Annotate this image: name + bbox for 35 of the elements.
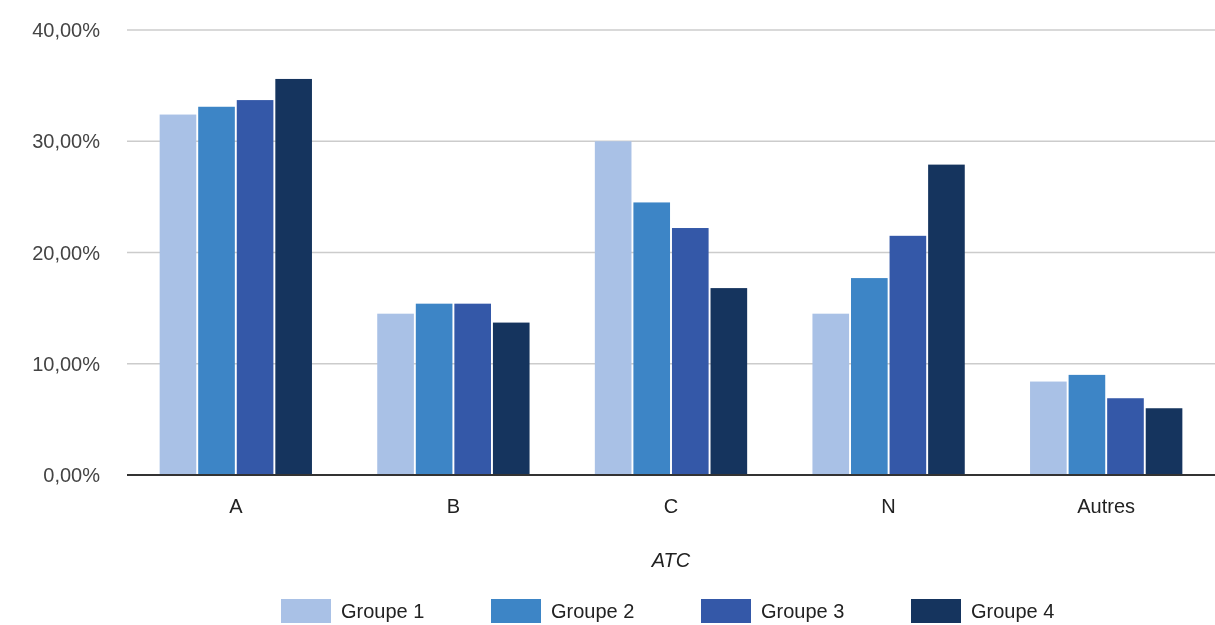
bar (928, 164, 965, 475)
y-tick-label: 40,00% (32, 19, 101, 41)
bar (671, 228, 709, 475)
bar (633, 202, 671, 475)
bar (159, 114, 197, 475)
bar (812, 313, 850, 475)
x-axis-title: ATC (650, 549, 691, 571)
bar (1030, 381, 1067, 475)
x-tick-label: B (446, 495, 461, 517)
x-tick-label: C (663, 495, 679, 517)
x-tick-label: N (881, 495, 896, 517)
bar (377, 313, 414, 475)
y-tick-label: 30,00% (32, 130, 101, 153)
bar (851, 278, 888, 475)
bar (415, 303, 453, 475)
y-tick-label: 10,00% (32, 352, 101, 375)
bar (492, 322, 530, 475)
bar (889, 235, 927, 475)
bar (1145, 408, 1183, 475)
bar (275, 78, 312, 475)
bar (454, 303, 491, 475)
legend-label: Groupe 3 (761, 600, 845, 622)
x-tick-label: A (229, 495, 244, 517)
bar (594, 141, 632, 475)
bar (1068, 374, 1106, 475)
legend-label: Groupe 4 (971, 600, 1055, 622)
bar (198, 106, 235, 475)
x-tick-label: Autres (1077, 495, 1136, 517)
y-tick-label: 0,00% (43, 464, 101, 486)
bar (1107, 398, 1144, 475)
bar (710, 288, 748, 475)
legend-label: Groupe 2 (551, 600, 635, 622)
bar (236, 100, 274, 475)
legend-label: Groupe 1 (341, 600, 425, 622)
y-tick-label: 20,00% (32, 241, 101, 264)
